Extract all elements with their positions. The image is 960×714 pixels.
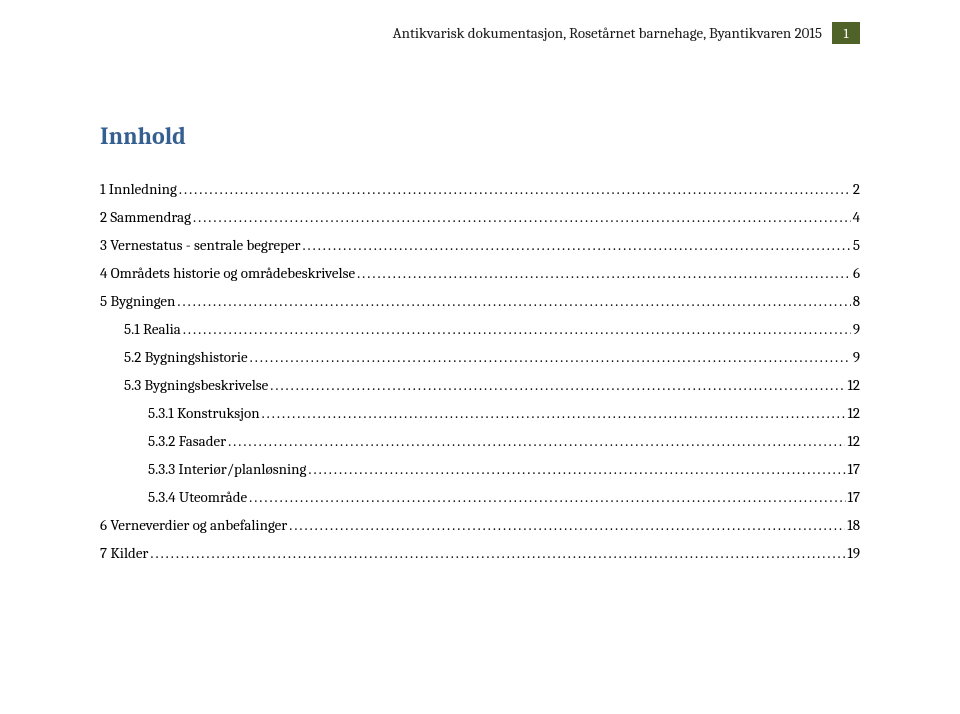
toc-label: 2 Sammendrag: [100, 208, 191, 226]
toc-entry: 5.3.3 Interiør/planløsning 17: [100, 460, 860, 478]
toc-page-ref: 4: [853, 208, 860, 226]
toc-label: 6 Verneverdier og anbefalinger: [100, 516, 287, 534]
toc-leader-dots: [308, 460, 845, 478]
toc-entry: 2 Sammendrag 4: [100, 208, 860, 226]
toc-leader-dots: [270, 376, 845, 394]
toc-page-ref: 12: [847, 432, 860, 450]
toc-leader-dots: [193, 208, 851, 226]
toc-entry: 3 Vernestatus - sentrale begreper 5: [100, 236, 860, 254]
page-header: Antikvarisk dokumentasjon, Rosetårnet ba…: [100, 0, 860, 44]
toc-label: 5.2 Bygningshistorie: [124, 348, 248, 366]
toc-page-ref: 19: [847, 544, 860, 562]
toc-label: 5 Bygningen: [100, 292, 175, 310]
toc-label: 5.3.4 Uteområde: [148, 488, 247, 506]
toc-entry: 5.1 Realia 9: [100, 320, 860, 338]
toc-page-ref: 17: [848, 460, 860, 478]
toc-label: 7 Kilder: [100, 544, 148, 562]
toc-entry: 7 Kilder 19: [100, 544, 860, 562]
table-of-contents: 1 Innledning 2 2 Sammendrag 4 3 Vernesta…: [100, 180, 860, 562]
toc-leader-dots: [179, 180, 851, 198]
toc-leader-dots: [262, 404, 846, 422]
toc-entry: 1 Innledning 2: [100, 180, 860, 198]
toc-entry: 5.3.2 Fasader 12: [100, 432, 860, 450]
toc-page-ref: 9: [853, 348, 860, 366]
toc-label: 3 Vernestatus - sentrale begreper: [100, 236, 300, 254]
toc-page-ref: 2: [853, 180, 860, 198]
toc-page-ref: 12: [847, 404, 860, 422]
toc-leader-dots: [228, 432, 845, 450]
toc-label: 5.3.2 Fasader: [148, 432, 226, 450]
toc-page-ref: 12: [847, 376, 860, 394]
toc-leader-dots: [249, 488, 845, 506]
toc-label: 5.3.3 Interiør/planløsning: [148, 460, 306, 478]
toc-page-ref: 18: [847, 516, 860, 534]
toc-leader-dots: [357, 264, 851, 282]
toc-page-ref: 9: [853, 320, 860, 338]
toc-entry: 5.3.4 Uteområde 17: [100, 488, 860, 506]
toc-leader-dots: [183, 320, 851, 338]
toc-entry: 5.2 Bygningshistorie 9: [100, 348, 860, 366]
toc-label: 5.3.1 Konstruksjon: [148, 404, 260, 422]
toc-entry: 5.3.1 Konstruksjon 12: [100, 404, 860, 422]
toc-entry: 5.3 Bygningsbeskrivelse 12: [100, 376, 860, 394]
toc-label: 5.3 Bygningsbeskrivelse: [124, 376, 268, 394]
toc-entry: 6 Verneverdier og anbefalinger 18: [100, 516, 860, 534]
toc-page-ref: 8: [853, 292, 860, 310]
toc-label: 5.1 Realia: [124, 320, 181, 338]
toc-leader-dots: [250, 348, 851, 366]
toc-label: 4 Områdets historie og områdebeskrivelse: [100, 264, 355, 282]
toc-leader-dots: [302, 236, 850, 254]
toc-entry: 5 Bygningen 8: [100, 292, 860, 310]
toc-leader-dots: [289, 516, 845, 534]
header-text: Antikvarisk dokumentasjon, Rosetårnet ba…: [393, 24, 822, 42]
toc-page-ref: 17: [848, 488, 860, 506]
toc-leader-dots: [177, 292, 850, 310]
toc-page-ref: 6: [853, 264, 860, 282]
page-number: 1: [843, 25, 848, 42]
toc-label: 1 Innledning: [100, 180, 177, 198]
document-page: Antikvarisk dokumentasjon, Rosetårnet ba…: [0, 0, 960, 562]
toc-entry: 4 Områdets historie og områdebeskrivelse…: [100, 264, 860, 282]
page-number-box: 1: [832, 22, 860, 44]
toc-page-ref: 5: [853, 236, 860, 254]
page-title: Innhold: [100, 122, 860, 150]
toc-leader-dots: [150, 544, 845, 562]
